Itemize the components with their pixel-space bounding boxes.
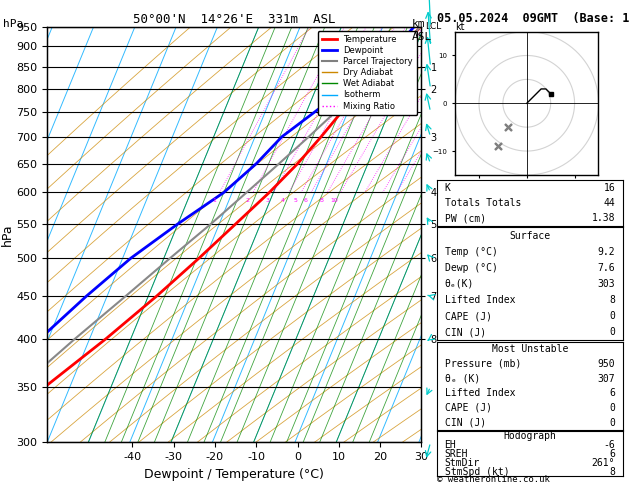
Text: 0: 0 bbox=[610, 418, 615, 428]
Text: 261°: 261° bbox=[592, 458, 615, 468]
Text: 05.05.2024  09GMT  (Base: 12): 05.05.2024 09GMT (Base: 12) bbox=[437, 12, 629, 25]
Text: 1: 1 bbox=[212, 198, 216, 203]
Text: Temp (°C): Temp (°C) bbox=[445, 246, 498, 257]
Text: Hodograph: Hodograph bbox=[503, 431, 557, 441]
Text: Surface: Surface bbox=[509, 230, 550, 241]
Text: θₑ (K): θₑ (K) bbox=[445, 374, 480, 383]
Title: 50°00'N  14°26'E  331m  ASL: 50°00'N 14°26'E 331m ASL bbox=[133, 13, 335, 26]
Text: 8: 8 bbox=[610, 467, 615, 477]
Text: 6: 6 bbox=[610, 449, 615, 459]
Text: Totals Totals: Totals Totals bbox=[445, 198, 521, 208]
Text: 4: 4 bbox=[281, 198, 285, 203]
Y-axis label: Mixing Ratio (g/kg): Mixing Ratio (g/kg) bbox=[476, 189, 486, 280]
Text: CIN (J): CIN (J) bbox=[445, 418, 486, 428]
Text: kt: kt bbox=[455, 21, 465, 32]
Text: 44: 44 bbox=[604, 198, 615, 208]
Text: Most Unstable: Most Unstable bbox=[492, 344, 568, 354]
Text: 0: 0 bbox=[610, 311, 615, 321]
Text: 6: 6 bbox=[303, 198, 307, 203]
Text: CAPE (J): CAPE (J) bbox=[445, 311, 492, 321]
Text: 7.6: 7.6 bbox=[598, 263, 615, 273]
Text: 1.38: 1.38 bbox=[592, 213, 615, 223]
Legend: Temperature, Dewpoint, Parcel Trajectory, Dry Adiabat, Wet Adiabat, Isotherm, Mi: Temperature, Dewpoint, Parcel Trajectory… bbox=[318, 31, 417, 115]
Text: 9.2: 9.2 bbox=[598, 246, 615, 257]
Y-axis label: hPa: hPa bbox=[1, 223, 14, 246]
Text: CIN (J): CIN (J) bbox=[445, 327, 486, 337]
Text: km: km bbox=[440, 451, 455, 461]
Text: 10: 10 bbox=[331, 198, 338, 203]
Text: SREH: SREH bbox=[445, 449, 468, 459]
Text: Pressure (mb): Pressure (mb) bbox=[445, 359, 521, 369]
Text: km: km bbox=[411, 19, 425, 30]
Text: 307: 307 bbox=[598, 374, 615, 383]
Text: LCL: LCL bbox=[425, 22, 442, 31]
Text: K: K bbox=[445, 183, 450, 192]
Text: PW (cm): PW (cm) bbox=[445, 213, 486, 223]
Text: hPa: hPa bbox=[3, 19, 23, 30]
Text: CAPE (J): CAPE (J) bbox=[445, 403, 492, 413]
X-axis label: Dewpoint / Temperature (°C): Dewpoint / Temperature (°C) bbox=[145, 468, 324, 481]
Text: 16: 16 bbox=[604, 183, 615, 192]
Text: 0: 0 bbox=[610, 327, 615, 337]
Text: ASL: ASL bbox=[438, 463, 457, 473]
Text: Lifted Index: Lifted Index bbox=[445, 388, 515, 398]
Text: StmDir: StmDir bbox=[445, 458, 480, 468]
Text: 303: 303 bbox=[598, 279, 615, 289]
Text: 5: 5 bbox=[293, 198, 297, 203]
Text: 6: 6 bbox=[610, 388, 615, 398]
Text: θₑ(K): θₑ(K) bbox=[445, 279, 474, 289]
Text: 2: 2 bbox=[245, 198, 249, 203]
Text: 950: 950 bbox=[598, 359, 615, 369]
Text: ASL: ASL bbox=[411, 32, 431, 42]
Text: EH: EH bbox=[445, 440, 456, 450]
Text: 8: 8 bbox=[320, 198, 323, 203]
Text: 3: 3 bbox=[266, 198, 270, 203]
Text: © weatheronline.co.uk: © weatheronline.co.uk bbox=[437, 474, 550, 484]
Text: 0: 0 bbox=[610, 403, 615, 413]
Text: Dewp (°C): Dewp (°C) bbox=[445, 263, 498, 273]
Text: StmSpd (kt): StmSpd (kt) bbox=[445, 467, 509, 477]
Text: Lifted Index: Lifted Index bbox=[445, 295, 515, 305]
Text: 8: 8 bbox=[610, 295, 615, 305]
Text: -6: -6 bbox=[604, 440, 615, 450]
